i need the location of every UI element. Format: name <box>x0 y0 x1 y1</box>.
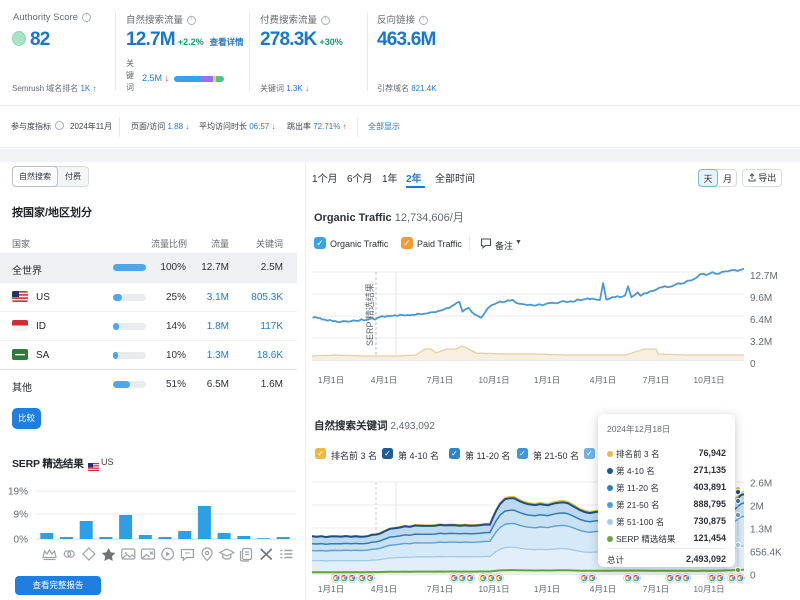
svg-text:0: 0 <box>750 571 756 582</box>
svg-text:4月1日: 4月1日 <box>371 375 397 385</box>
svg-text:1月1日: 1月1日 <box>318 584 344 594</box>
svg-text:1月1日: 1月1日 <box>318 375 344 385</box>
svg-text:9.6M: 9.6M <box>750 293 772 304</box>
svg-text:9%: 9% <box>14 510 29 521</box>
svg-text:10月1日: 10月1日 <box>693 584 724 594</box>
svg-text:SERP 精选结果: SERP 精选结果 <box>364 283 375 346</box>
svg-text:6.4M: 6.4M <box>750 315 772 326</box>
svg-text:1月1日: 1月1日 <box>534 584 560 594</box>
svg-text:4月1日: 4月1日 <box>590 584 616 594</box>
svg-text:4月1日: 4月1日 <box>590 375 616 385</box>
svg-text:7月1日: 7月1日 <box>643 584 669 594</box>
svg-text:7月1日: 7月1日 <box>643 375 669 385</box>
svg-text:1.3M: 1.3M <box>750 525 772 536</box>
svg-text:0: 0 <box>750 359 756 370</box>
svg-text:656.4K: 656.4K <box>750 548 782 559</box>
svg-text:2M: 2M <box>750 502 764 513</box>
svg-text:7月1日: 7月1日 <box>427 375 453 385</box>
svg-text:12.7M: 12.7M <box>750 271 778 282</box>
svg-text:3.2M: 3.2M <box>750 337 772 348</box>
svg-text:0%: 0% <box>14 535 29 546</box>
svg-text:1月1日: 1月1日 <box>534 375 560 385</box>
svg-text:19%: 19% <box>8 487 28 498</box>
svg-text:7月1日: 7月1日 <box>427 584 453 594</box>
svg-text:4月1日: 4月1日 <box>371 584 397 594</box>
svg-text:10月1日: 10月1日 <box>478 584 509 594</box>
svg-text:2.6M: 2.6M <box>750 479 772 490</box>
svg-text:10月1日: 10月1日 <box>478 375 509 385</box>
svg-text:10月1日: 10月1日 <box>693 375 724 385</box>
